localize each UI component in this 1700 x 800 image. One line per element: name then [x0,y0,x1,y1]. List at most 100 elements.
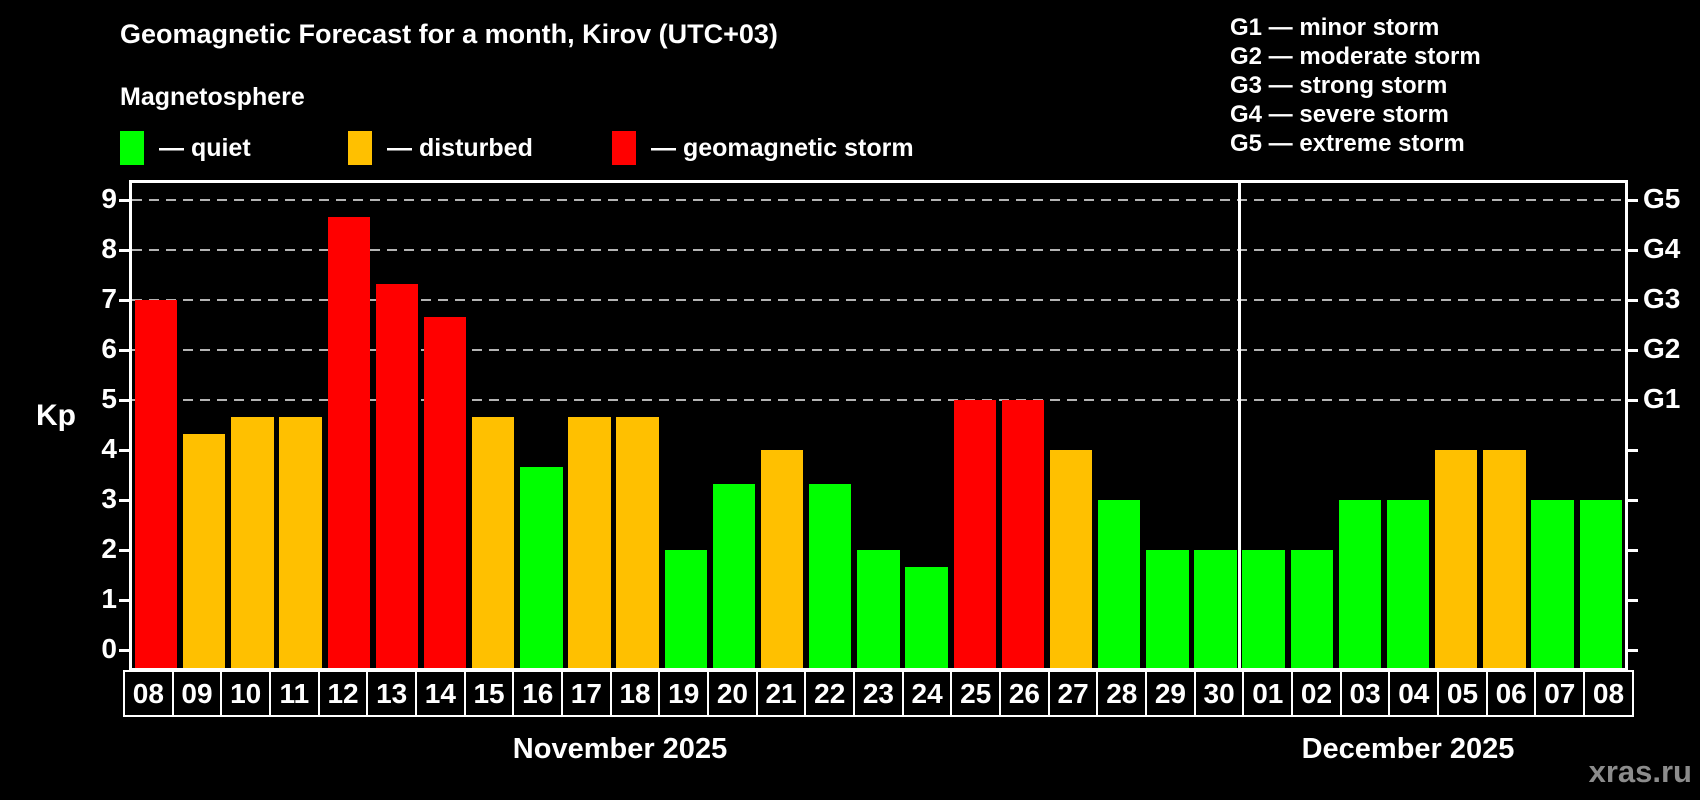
bar-slot-day-16 [517,183,565,668]
bar-slot-day-10 [228,183,276,668]
day-label-04: 04 [1388,670,1440,717]
kp-bar-29-quiet [1146,550,1189,668]
plot-area [129,180,1628,671]
month-separator-line [1238,183,1242,668]
kp-bar-14-storm [423,316,467,668]
day-label-15: 15 [463,670,515,717]
kp-bar-27-disturbed [1049,450,1093,668]
legend-label-geomagnetic-storm: — geomagnetic storm [651,133,914,162]
bar-slot-day-28 [1095,183,1143,668]
bar-slot-day-15 [469,183,517,668]
kp-bar-16-quiet [520,466,563,668]
g-scale-label-G1: G1 [1643,383,1681,414]
legend-item-quiet: — quiet [120,131,251,165]
day-label-19: 19 [658,670,710,717]
bar-slot-day-24 [903,183,951,668]
storm-scale-legend-item: G5 — extreme storm [1230,130,1465,157]
kp-bar-24-quiet [905,566,948,668]
day-label-06: 06 [1485,670,1537,717]
kp-bar-21-disturbed [760,450,804,668]
bar-slot-day-09 [180,183,228,668]
page-title: Geomagnetic Forecast for a month, Kirov … [120,19,778,49]
kp-bar-23-quiet [857,550,900,668]
bar-slot-day-18 [614,183,662,668]
kp-bar-30-quiet [1194,550,1237,668]
y-axis-tick-right-2 [1628,548,1638,552]
y-axis-tick-label-9: 9 [101,183,117,214]
kp-bar-28-quiet [1098,500,1141,668]
day-label-10: 10 [220,670,272,717]
gridline-kp-9 [132,199,1625,201]
y-axis-tick-left-4 [119,448,129,452]
gridline-kp-5 [132,399,1625,401]
y-axis-tick-right-5 [1628,398,1638,402]
gridline-kp-7 [132,299,1625,301]
kp-bar-20-quiet [712,483,756,668]
bar-slot-day-21 [758,183,806,668]
kp-bar-08-storm [134,300,178,668]
y-axis-tick-left-1 [119,598,129,602]
y-axis-tick-label-0: 0 [101,633,117,664]
kp-bar-06-disturbed [1483,450,1526,668]
kp-bar-22-quiet [809,483,852,668]
kp-bar-26-storm [1001,400,1045,668]
y-axis-title: Kp [36,399,76,432]
bar-slot-day-23 [854,183,902,668]
kp-bar-01-quiet [1242,550,1285,668]
day-label-08: 08 [123,670,174,717]
bar-slot-day-05 [1432,183,1480,668]
bar-slot-day-27 [1047,183,1095,668]
day-label-29: 29 [1145,670,1196,717]
y-axis-tick-left-6 [119,348,129,352]
y-axis-tick-label-3: 3 [101,483,117,514]
y-axis-tick-left-5 [119,398,129,402]
bar-slot-day-02 [1288,183,1336,668]
day-label-13: 13 [366,670,418,717]
month-label-december: December 2025 [1301,733,1515,765]
g-scale-label-G2: G2 [1643,333,1681,364]
day-label-05: 05 [1437,670,1488,717]
day-label-28: 28 [1096,670,1148,717]
y-axis-tick-right-4 [1628,448,1638,452]
kp-bar-08-quiet [1579,500,1622,668]
y-axis-tick-right-8 [1628,248,1638,252]
kp-bar-07-quiet [1531,500,1574,668]
storm-scale-legend-item: G2 — moderate storm [1230,43,1481,70]
bar-slot-day-25 [951,183,999,668]
day-label-03: 03 [1339,670,1391,717]
day-label-18: 18 [609,670,661,717]
y-axis-tick-left-3 [119,498,129,502]
bar-slot-day-13 [373,183,421,668]
y-axis-tick-right-7 [1628,298,1638,302]
y-axis-tick-label-6: 6 [101,333,117,364]
gridline-kp-6 [132,349,1625,351]
bar-slot-day-03 [1336,183,1384,668]
day-label-09: 09 [171,670,223,717]
month-label-november: November 2025 [512,733,728,765]
y-axis-tick-label-5: 5 [101,383,117,414]
day-label-17: 17 [561,670,612,717]
y-axis-tick-label-8: 8 [101,233,117,264]
bar-slot-day-29 [1143,183,1191,668]
watermark: xras.ru [1588,754,1692,789]
day-label-12: 12 [317,670,369,717]
g-scale-label-G4: G4 [1643,233,1681,264]
day-label-21: 21 [755,670,807,717]
bar-slot-day-08 [1577,183,1625,668]
day-label-25: 25 [950,670,1002,717]
y-axis-tick-label-2: 2 [101,533,117,564]
kp-bar-13-storm [375,283,419,668]
bar-slot-day-01 [1240,183,1288,668]
kp-bar-18-disturbed [616,416,659,668]
y-axis-tick-left-7 [119,298,129,302]
day-label-02: 02 [1291,670,1342,717]
kp-bar-10-disturbed [231,416,274,668]
legend-item-geomagnetic-storm: — geomagnetic storm [612,131,914,165]
legend-item-disturbed: — disturbed [348,131,533,165]
kp-bar-11-disturbed [279,416,322,668]
day-label-14: 14 [415,670,466,717]
kp-bar-05-disturbed [1435,450,1478,668]
kp-bar-03-quiet [1338,500,1382,668]
bar-slot-day-30 [1191,183,1239,668]
